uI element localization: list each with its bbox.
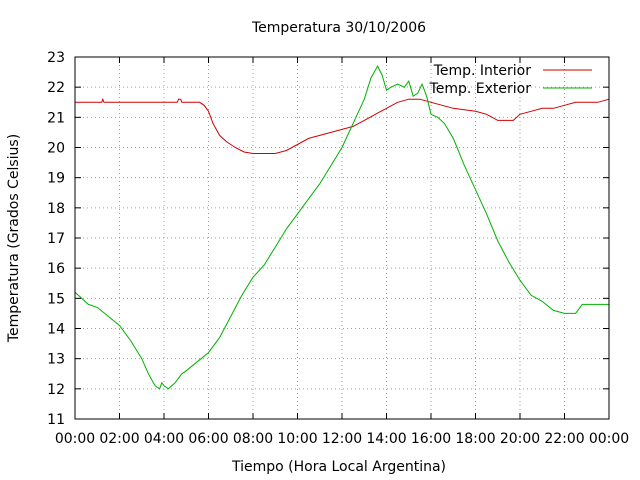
series-line-temp-interior [75, 97, 610, 154]
y-tick-label: 14 [47, 322, 65, 338]
legend-label: Temp. Exterior [429, 81, 532, 97]
x-tick-label: 12:00 [322, 431, 362, 447]
x-tick-label: 20:00 [500, 431, 540, 447]
y-tick-label: 20 [47, 141, 65, 157]
plot-area [74, 65, 610, 390]
y-tick-label: 15 [47, 291, 65, 307]
y-tick-label: 21 [47, 110, 65, 126]
series-line-temp-exterior [74, 65, 609, 390]
x-tick-label: 14:00 [366, 431, 406, 447]
x-tick-label: 08:00 [233, 431, 273, 447]
y-tick-label: 19 [47, 171, 65, 187]
y-tick-label: 11 [47, 412, 65, 428]
legend: Temp. Interior Temp. Exterior [429, 63, 592, 97]
y-tick-label: 12 [47, 382, 65, 398]
y-axis-label: Temperatura (Grados Celsius) [6, 134, 22, 343]
grid [75, 57, 609, 419]
y-tick-label: 16 [47, 261, 65, 277]
x-tick-label: 22:00 [544, 431, 584, 447]
x-tick-label: 04:00 [144, 431, 184, 447]
x-tick-label: 10:00 [277, 431, 317, 447]
x-tick-label: 00:00 [589, 431, 629, 447]
chart-title: Temperatura 30/10/2006 [251, 20, 426, 36]
x-tick-label: 00:00 [55, 431, 95, 447]
x-tick-label: 06:00 [188, 431, 228, 447]
x-tick-label: 02:00 [99, 431, 139, 447]
y-tick-label: 22 [47, 80, 65, 96]
y-tick-label: 18 [47, 201, 65, 217]
y-tick-label: 13 [47, 352, 65, 368]
x-axis-label: Tiempo (Hora Local Argentina) [231, 459, 446, 475]
y-tick-label: 23 [47, 50, 65, 66]
y-tick-label: 17 [47, 231, 65, 247]
x-tick-label: 18:00 [455, 431, 495, 447]
x-tick-label: 16:00 [411, 431, 451, 447]
legend-label: Temp. Interior [433, 63, 532, 79]
